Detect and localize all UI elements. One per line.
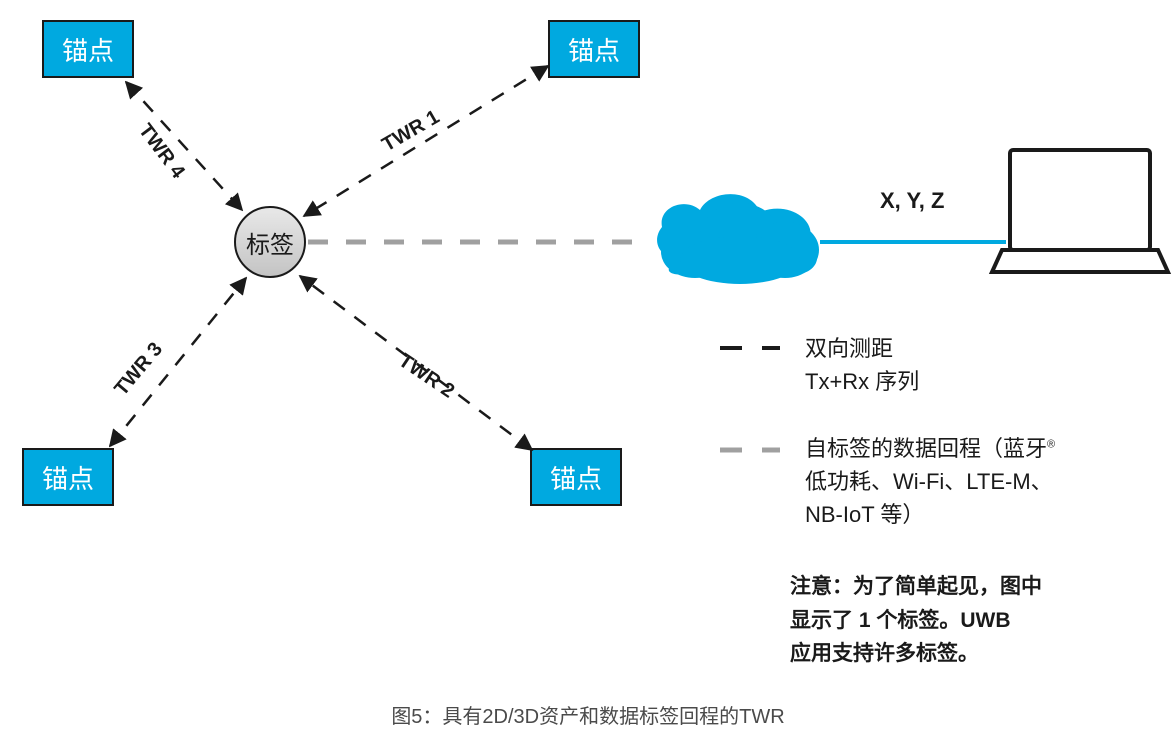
legend-item-2: 自标签的数据回程（蓝牙® 低功耗、Wi-Fi、LTE-M、 NB-IoT 等） bbox=[805, 432, 1055, 531]
twr1-label: TWR 1 bbox=[378, 106, 443, 157]
tag-label: 标签 bbox=[246, 225, 294, 260]
note-text: 注意：为了简单起见，图中 显示了 1 个标签。UWB 应用支持许多标签。 bbox=[790, 570, 1042, 671]
cloud-icon bbox=[657, 194, 819, 284]
anchor-top-right: 锚点 bbox=[548, 20, 640, 78]
figure-caption: 图5：具有2D/3D资产和数据标签回程的TWR bbox=[0, 700, 1176, 729]
anchor-top-left: 锚点 bbox=[42, 20, 134, 78]
legend-item-2-line3: NB-IoT 等） bbox=[805, 498, 1055, 531]
legend-item-1: 双向测距 Tx+Rx 序列 bbox=[805, 332, 919, 398]
note-line2: 显示了 1 个标签。UWB bbox=[790, 604, 1042, 638]
twr3-label: TWR 3 bbox=[110, 338, 168, 400]
anchor-bottom-left: 锚点 bbox=[22, 448, 114, 506]
legend-item-1-line1: 双向测距 bbox=[805, 332, 919, 365]
anchor-label: 锚点 bbox=[568, 31, 620, 68]
legend-item-1-line2: Tx+Rx 序列 bbox=[805, 365, 919, 398]
note-line1: 注意：为了简单起见，图中 bbox=[790, 570, 1042, 604]
xyz-label: X, Y, Z bbox=[880, 188, 944, 214]
legend-item-2-line1: 自标签的数据回程（蓝牙 bbox=[805, 436, 1047, 461]
note-line3: 应用支持许多标签。 bbox=[790, 637, 1042, 671]
tag-node: 标签 bbox=[234, 206, 306, 278]
anchor-bottom-right: 锚点 bbox=[530, 448, 622, 506]
anchor-label: 锚点 bbox=[550, 459, 602, 496]
twr2-label: TWR 2 bbox=[394, 350, 458, 404]
twr4-label: TWR 4 bbox=[133, 120, 189, 184]
legend-item-2-line2: 低功耗、Wi-Fi、LTE-M、 bbox=[805, 465, 1055, 498]
anchor-label: 锚点 bbox=[62, 31, 114, 68]
anchor-label: 锚点 bbox=[42, 459, 94, 496]
laptop-icon bbox=[992, 150, 1168, 272]
